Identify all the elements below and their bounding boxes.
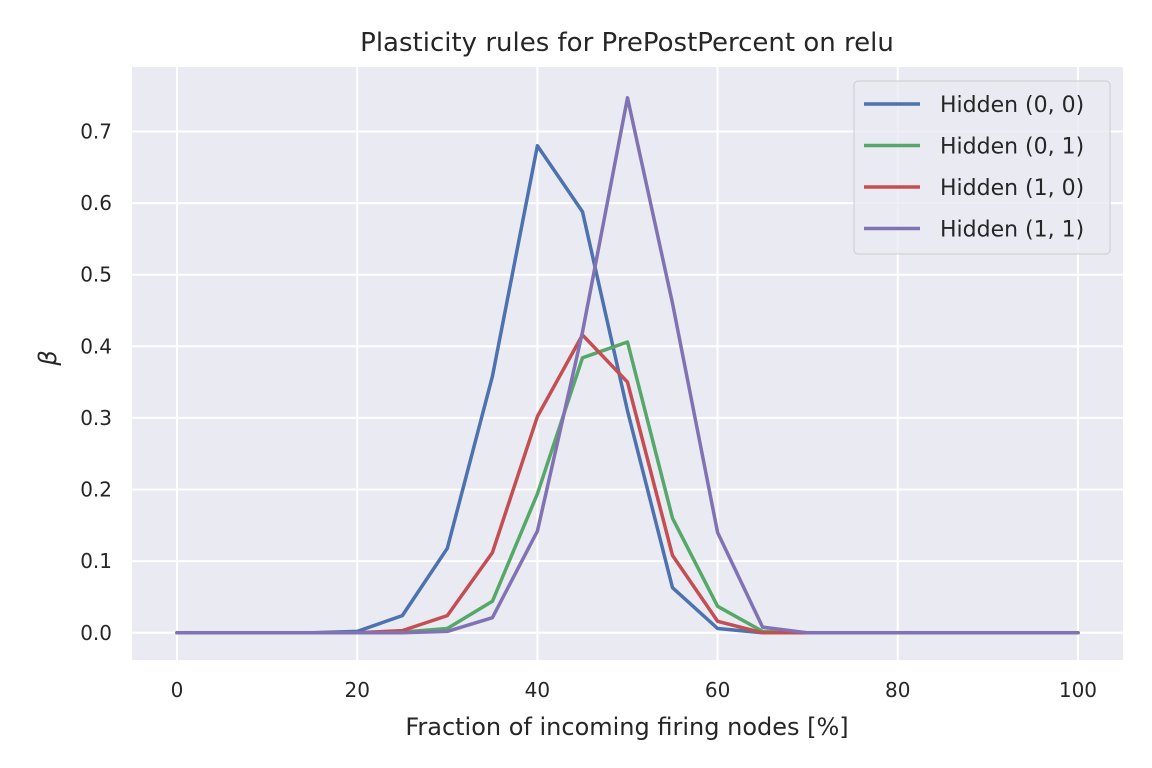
series-line-3 [175,96,1080,635]
x-tick-label: 60 [705,678,730,702]
y-tick-label: 0.7 [80,119,112,143]
legend-label: Hidden (0, 0) [940,93,1084,118]
y-tick-label: 0.5 [80,263,112,287]
x-tick-label: 20 [345,678,370,702]
y-axis: 0.0 0.1 0.2 0.3 0.4 0.5 0.6 0.7 [80,119,112,644]
y-tick-label: 0.4 [80,334,112,358]
y-tick-label: 0.2 [80,478,112,502]
y-tick-label: 0.0 [80,621,112,645]
y-axis-label: β [34,350,62,366]
legend-box [853,80,1111,255]
x-tick-label: 0 [171,678,184,702]
series-lines [175,96,1080,635]
y-tick-label: 0.6 [80,191,112,215]
legend-label: Hidden (1, 0) [940,176,1084,201]
y-tick-label: 0.3 [80,406,112,430]
legend-label: Hidden (0, 1) [940,135,1084,160]
chart-title: Plasticity rules for PrePostPercent on r… [360,28,894,58]
x-axis: 0 20 40 60 80 100 [171,678,1097,702]
x-tick-label: 40 [525,678,550,702]
y-tick-label: 0.1 [80,549,112,573]
x-axis-label: Fraction of incoming firing nodes [%] [405,713,848,741]
x-tick-label: 80 [885,678,910,702]
legend: Hidden (0, 0) Hidden (0, 1) Hidden (1, 0) H… [853,80,1111,255]
x-tick-label: 100 [1059,678,1097,702]
legend-label: Hidden (1, 1) [940,218,1084,243]
